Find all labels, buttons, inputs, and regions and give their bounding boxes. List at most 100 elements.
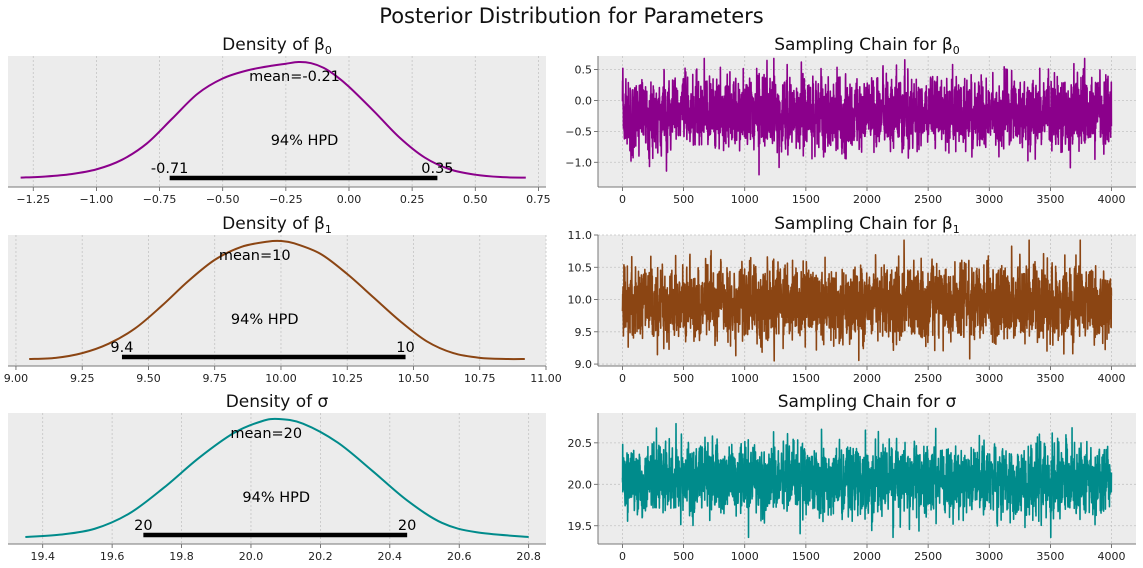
x-tick-label: 500 bbox=[673, 550, 694, 563]
hpd-high-label: 0.35 bbox=[421, 161, 453, 177]
density-curve bbox=[20, 60, 526, 179]
panel-title-symbol: β bbox=[942, 214, 953, 234]
x-tick-label: 4000 bbox=[1098, 372, 1126, 385]
panel-title-0: Density of β0 bbox=[222, 35, 332, 57]
density-curve bbox=[29, 239, 525, 361]
panel-title-text: Density of bbox=[222, 35, 314, 55]
x-tick-label: 10.75 bbox=[464, 372, 496, 385]
hpd-high-label: 10 bbox=[396, 340, 414, 356]
panel-title-text: Density of bbox=[226, 392, 318, 412]
y-tick-label: 20.5 bbox=[568, 437, 593, 450]
trace-line bbox=[621, 239, 1113, 362]
x-tick-label: 20.6 bbox=[447, 550, 472, 563]
trace-panel-3: 0 500 1000 1500 2000 2500 3000 3500 4000 9.0 9.5 10… bbox=[568, 229, 1136, 385]
density-curve bbox=[25, 417, 529, 538]
x-tick-label: 1000 bbox=[731, 372, 759, 385]
panel-title-text: Density of bbox=[222, 214, 314, 234]
x-tick-label: −0.50 bbox=[206, 193, 240, 206]
x-tick-label: 2000 bbox=[853, 193, 881, 206]
panel-title-symbol: σ bbox=[945, 392, 956, 412]
hpd-low-label: 20 bbox=[134, 518, 152, 534]
x-tick-label: 10.25 bbox=[331, 372, 363, 385]
x-tick-label: 19.4 bbox=[30, 550, 55, 563]
x-tick-label: 19.8 bbox=[169, 550, 194, 563]
y-tick-label: −1.0 bbox=[565, 156, 592, 169]
hpd-caption: 94% HPD bbox=[242, 490, 310, 506]
panel-title-subscript: 1 bbox=[953, 223, 960, 236]
x-tick-label: 9.50 bbox=[136, 372, 161, 385]
y-tick-label: 11.0 bbox=[568, 229, 593, 242]
panel-title-5: Sampling Chain for σ bbox=[778, 392, 957, 412]
x-tick-label: 1500 bbox=[792, 193, 820, 206]
trace-panel-1: 0 500 1000 1500 2000 2500 3000 3500 4000 −1.0 −0.5… bbox=[565, 56, 1136, 206]
x-tick-label: 2000 bbox=[853, 550, 881, 563]
x-tick-label: 0.00 bbox=[337, 193, 362, 206]
x-tick-label: 3500 bbox=[1036, 193, 1064, 206]
x-tick-label: 10.50 bbox=[398, 372, 430, 385]
panel-title-3: Sampling Chain for β1 bbox=[774, 214, 960, 236]
x-tick-label: 0.75 bbox=[526, 193, 551, 206]
y-tick-label: 9.0 bbox=[575, 358, 593, 371]
x-tick-label: 1000 bbox=[731, 550, 759, 563]
x-tick-label: 0 bbox=[619, 193, 626, 206]
trace-panel-5: 0 500 1000 1500 2000 2500 3000 3500 4000 19.5 20.0… bbox=[568, 413, 1136, 563]
x-tick-label: 3500 bbox=[1036, 372, 1064, 385]
trace-line bbox=[621, 422, 1113, 539]
x-tick-label: 10.00 bbox=[265, 372, 297, 385]
hpd-high-label: 20 bbox=[398, 518, 416, 534]
panel-title-subscript: 0 bbox=[953, 44, 960, 57]
panel-title-2: Density of β1 bbox=[222, 214, 332, 236]
panel-title-symbol: β bbox=[942, 35, 953, 55]
x-tick-label: 4000 bbox=[1098, 550, 1126, 563]
x-tick-label: 1500 bbox=[792, 372, 820, 385]
x-tick-label: 11.00 bbox=[530, 372, 562, 385]
x-tick-label: 3000 bbox=[975, 193, 1003, 206]
x-tick-label: 3000 bbox=[975, 550, 1003, 563]
y-tick-label: 20.0 bbox=[568, 478, 593, 491]
y-tick-label: 0.0 bbox=[575, 94, 593, 107]
y-tick-label: 10.0 bbox=[568, 294, 593, 307]
mean-label: mean=10 bbox=[219, 248, 291, 264]
x-tick-label: 9.25 bbox=[70, 372, 95, 385]
hpd-low-label: 9.4 bbox=[110, 340, 133, 356]
density-panel-2: 9.00 9.25 9.50 9.75 10.00 10.25 10.50 10.75 11.0… bbox=[4, 235, 562, 385]
x-tick-label: 2500 bbox=[914, 372, 942, 385]
x-tick-label: 20.0 bbox=[239, 550, 264, 563]
x-tick-label: 1000 bbox=[731, 193, 759, 206]
x-tick-label: 20.4 bbox=[378, 550, 403, 563]
x-tick-label: 0 bbox=[619, 372, 626, 385]
x-tick-label: 9.75 bbox=[202, 372, 227, 385]
y-tick-label: 19.5 bbox=[568, 520, 593, 533]
x-tick-label: 0.50 bbox=[463, 193, 488, 206]
x-tick-label: 20.8 bbox=[516, 550, 541, 563]
panel-title-4: Density of σ bbox=[226, 392, 329, 412]
plot-background bbox=[8, 235, 546, 366]
x-tick-label: 19.6 bbox=[100, 550, 125, 563]
panel-title-subscript: 0 bbox=[325, 44, 332, 57]
x-tick-label: 0.25 bbox=[400, 193, 425, 206]
panel-title-subscript: 1 bbox=[325, 223, 332, 236]
x-tick-label: 1500 bbox=[792, 550, 820, 563]
x-tick-label: 500 bbox=[673, 193, 694, 206]
panel-title-text: Sampling Chain for bbox=[774, 35, 942, 55]
panel-title-1: Sampling Chain for β0 bbox=[774, 35, 960, 57]
y-tick-label: 10.5 bbox=[568, 261, 593, 274]
x-tick-label: 3500 bbox=[1036, 550, 1064, 563]
x-tick-label: −1.25 bbox=[16, 193, 50, 206]
hpd-caption: 94% HPD bbox=[271, 133, 339, 149]
x-tick-label: 2500 bbox=[914, 193, 942, 206]
hpd-low-label: -0.71 bbox=[151, 161, 189, 177]
panel-title-text: Sampling Chain for bbox=[778, 392, 946, 412]
panel-title-symbol: β bbox=[314, 214, 325, 234]
trace-line bbox=[621, 57, 1113, 176]
density-panel-4: 19.4 19.6 19.8 20.0 20.2 20.4 20.6 20.8 20 20 94% … bbox=[8, 413, 546, 563]
mean-label: mean=-0.21 bbox=[249, 69, 340, 85]
x-tick-label: −1.00 bbox=[80, 193, 114, 206]
x-tick-label: 500 bbox=[673, 372, 694, 385]
density-panel-0: −1.25 −1.00 −0.75 −0.50 −0.25 0.00 0.25 0.50 0.7… bbox=[8, 56, 551, 206]
hpd-caption: 94% HPD bbox=[231, 312, 299, 328]
x-tick-label: 20.2 bbox=[308, 550, 333, 563]
x-tick-label: 9.00 bbox=[4, 372, 29, 385]
panel-title-text: Sampling Chain for bbox=[774, 214, 942, 234]
